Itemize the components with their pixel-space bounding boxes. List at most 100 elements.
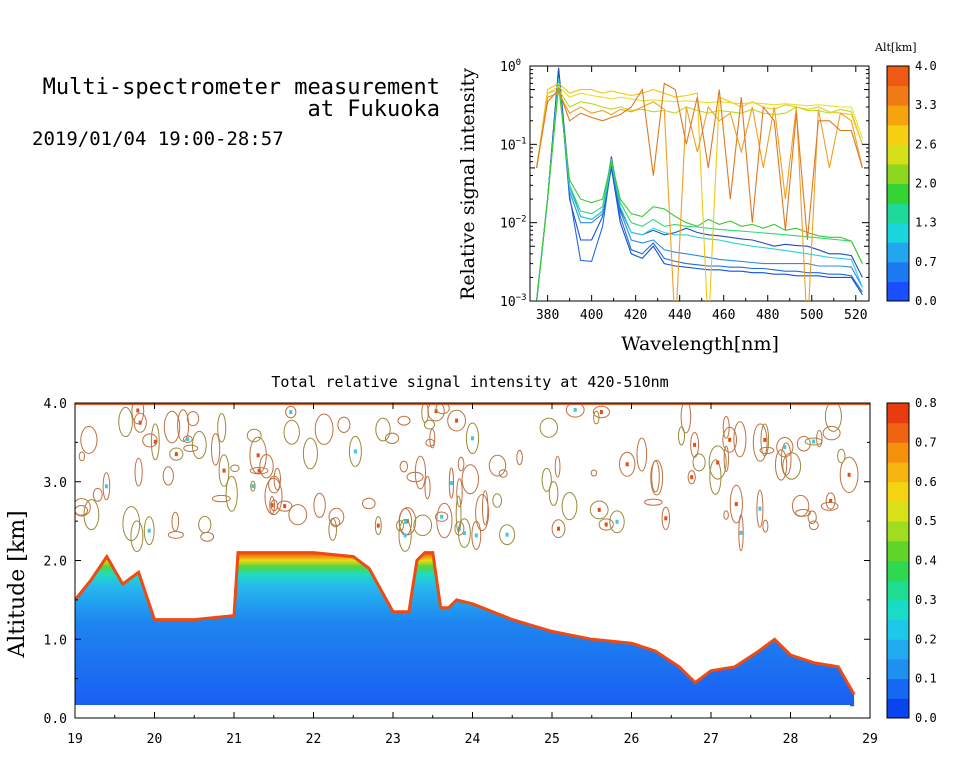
signal-patch-outline bbox=[644, 498, 663, 506]
signal-patch-core bbox=[104, 484, 108, 489]
signal-patch-outline bbox=[722, 426, 738, 453]
altitude-colorbar-tick-label: 0.7 bbox=[915, 255, 937, 269]
signal-patch-outline bbox=[302, 437, 318, 470]
spectrum-y-ticks: 100 10−1 10−2 10−3 bbox=[500, 58, 869, 310]
signal-patch-outline bbox=[413, 514, 433, 537]
intensity-colorbar-tick-label: 0.7 bbox=[915, 435, 937, 449]
signal-patch-outline bbox=[142, 433, 158, 448]
intensity-colorbar-tick-label: 0.1 bbox=[915, 672, 937, 686]
signal-patch-outline bbox=[589, 500, 609, 520]
title-line-2: at Fukuoka bbox=[308, 97, 440, 122]
signal-patch-outline bbox=[456, 478, 463, 508]
signal-patch-outline bbox=[436, 502, 453, 539]
spectrum-y-tick-label: 100 bbox=[500, 58, 521, 75]
altitude-colorbar-swatch bbox=[887, 203, 909, 224]
signal-patch-outline bbox=[709, 459, 722, 495]
signal-patch-outline bbox=[131, 403, 145, 425]
signal-patch-outline bbox=[217, 413, 227, 443]
heatmap-title: Total relative signal intensity at 420-5… bbox=[271, 373, 668, 391]
signal-patch-core bbox=[257, 468, 261, 473]
heatmap-x-tick-label: 19 bbox=[67, 732, 83, 747]
signal-patch-outline bbox=[423, 419, 436, 430]
signal-patch-outline bbox=[198, 515, 212, 534]
signal-patch-outline bbox=[598, 518, 614, 531]
signal-patch-outline bbox=[454, 521, 465, 536]
signal-patch-outline bbox=[264, 477, 283, 516]
heatmap-y-tick-label: 3.0 bbox=[44, 476, 67, 491]
altitude-colorbar-swatch bbox=[887, 105, 909, 126]
signal-patch-core bbox=[153, 439, 157, 444]
signal-patch-outline bbox=[396, 520, 404, 532]
signal-patch-outline bbox=[554, 455, 561, 478]
signal-patch-core bbox=[283, 504, 287, 509]
signal-patch-outline bbox=[283, 419, 300, 445]
title-line-1: Multi-spectrometer measurement bbox=[43, 75, 440, 100]
signal-patch-outline bbox=[609, 510, 625, 534]
spectrum-lines bbox=[536, 67, 863, 301]
intensity-colorbar-swatch bbox=[887, 678, 909, 699]
signal-patch-outline bbox=[471, 520, 482, 551]
signal-patch-outline bbox=[288, 504, 308, 526]
heatmap-x-ticks: 19 20 21 22 23 24 25 26 27 28 29 bbox=[67, 403, 878, 747]
signal-patch-outline bbox=[561, 492, 578, 521]
signal-patch-outline bbox=[723, 445, 729, 472]
datetime-range: 2019/01/04 19:00-28:57 bbox=[32, 128, 284, 150]
altitude-colorbar-label: Alt[km] bbox=[874, 41, 917, 54]
intensity-colorbar-tick-label: 0.8 bbox=[915, 396, 937, 410]
signal-patch-outline bbox=[752, 423, 768, 462]
signal-patch-outline bbox=[92, 487, 103, 502]
heatmap-x-tick-label: 24 bbox=[465, 732, 481, 747]
signal-patch-outline bbox=[134, 457, 143, 487]
intensity-colorbar-swatch bbox=[887, 580, 909, 601]
signal-patch-outline bbox=[795, 509, 811, 517]
spectrum-x-ticks: 380 400 420 440 460 480 500 520 bbox=[536, 66, 868, 323]
signal-patch-outline bbox=[143, 516, 155, 546]
signal-patch-outline bbox=[448, 467, 454, 499]
signal-patch-outline bbox=[678, 426, 685, 446]
signal-patch-outline bbox=[163, 410, 181, 444]
altitude-colorbar-swatch bbox=[887, 242, 909, 263]
signal-patch-core bbox=[449, 481, 453, 485]
boundary-layer-top-edge bbox=[75, 551, 856, 696]
signal-patch-outline bbox=[406, 471, 424, 483]
signal-patch-outline bbox=[434, 511, 449, 522]
signal-patch-outline bbox=[75, 505, 88, 516]
signal-patch-outline bbox=[429, 428, 436, 449]
spectrum-series-line bbox=[536, 92, 863, 301]
signal-patch-outline bbox=[539, 417, 558, 438]
signal-patch-core bbox=[471, 436, 474, 441]
heatmap-chart: Total relative signal intensity at 420-5… bbox=[5, 373, 937, 747]
signal-patch-outline bbox=[650, 459, 664, 496]
signal-patch-outline bbox=[776, 437, 794, 458]
altitude-colorbar-tick-label: 1.3 bbox=[915, 216, 937, 230]
signal-patch-outline bbox=[249, 467, 269, 475]
signal-patch-core bbox=[783, 445, 787, 450]
signal-patch-core bbox=[434, 409, 438, 414]
spectrum-series-line bbox=[536, 88, 863, 168]
signal-patch-outline bbox=[837, 448, 846, 464]
signal-patch-outline bbox=[760, 423, 770, 457]
intensity-colorbar-tick-label: 0.4 bbox=[915, 554, 937, 568]
intensity-colorbar-swatch bbox=[887, 422, 909, 443]
signal-patch-core bbox=[573, 407, 577, 412]
spectrum-y-axis-label: Relative signal intensity bbox=[457, 68, 479, 300]
signal-patch-outline bbox=[492, 493, 503, 508]
signal-patch-outline bbox=[592, 405, 611, 419]
intensity-colorbar-swatch bbox=[887, 658, 909, 680]
signal-patch-core bbox=[403, 533, 407, 538]
signal-patch-outline bbox=[427, 403, 445, 422]
heatmap-field bbox=[75, 403, 870, 707]
altitude-colorbar-tick-label: 3.3 bbox=[915, 98, 937, 112]
signal-patch-outline bbox=[820, 501, 839, 511]
intensity-colorbar-swatch bbox=[887, 639, 909, 660]
signal-patch-outline bbox=[230, 464, 240, 473]
spectrum-x-tick-label: 520 bbox=[844, 308, 867, 323]
signal-patch-core bbox=[440, 514, 444, 519]
heatmap-y-axis-label: Altitude [km] bbox=[5, 510, 30, 658]
signal-patch-core bbox=[251, 484, 255, 489]
spectrum-series-line bbox=[536, 78, 863, 301]
signal-patch-core bbox=[597, 507, 601, 512]
heatmap-x-tick-label: 22 bbox=[306, 732, 322, 747]
signal-patch-outline bbox=[348, 435, 362, 467]
altitude-colorbar-tick-label: 0.0 bbox=[915, 294, 937, 308]
